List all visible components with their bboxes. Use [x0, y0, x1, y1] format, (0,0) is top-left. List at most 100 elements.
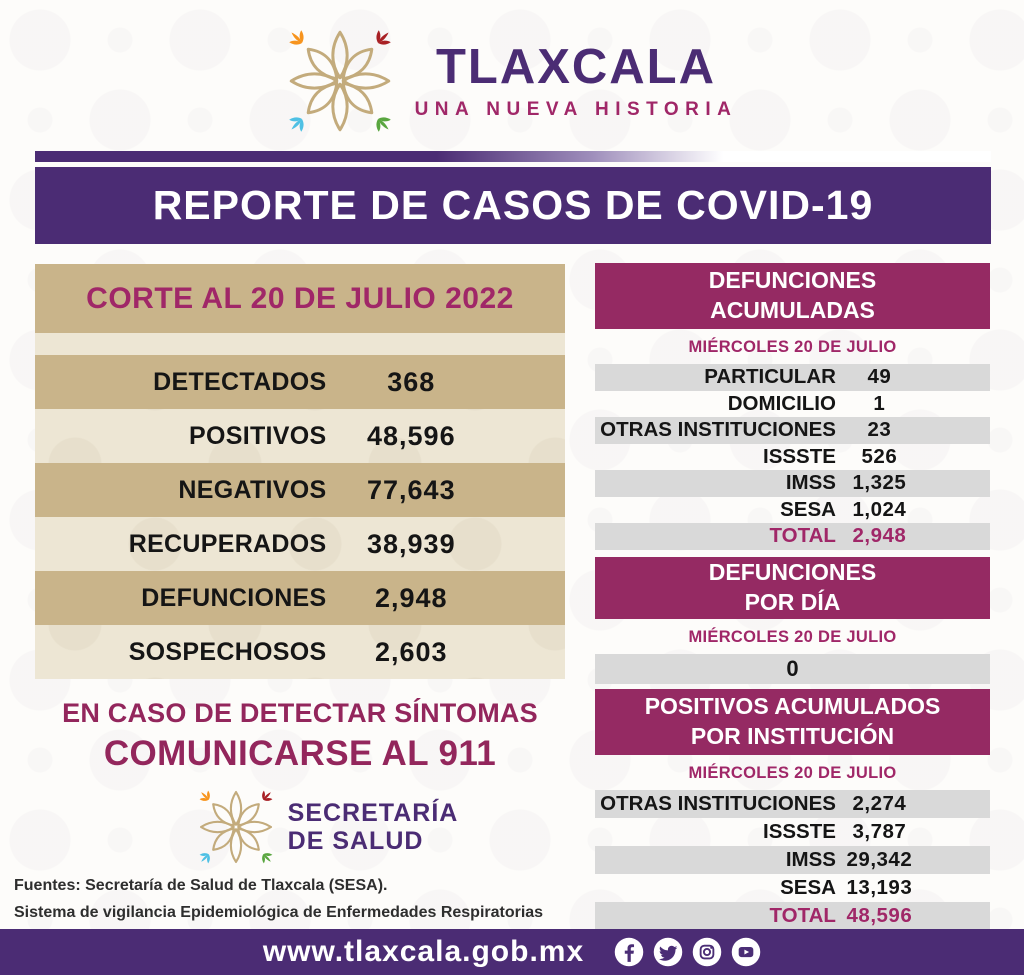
row-value: 2,948 — [852, 524, 907, 548]
health-ministry-logo: SECRETARÍA DE SALUD — [63, 787, 593, 867]
report-title-banner: REPORTE DE CASOS DE COVID-19 — [35, 167, 991, 244]
stat-value: 368 — [387, 366, 436, 397]
row-label: SESA — [780, 497, 836, 521]
stat-label: DEFUNCIONES — [141, 583, 327, 612]
table-row-issste: ISSSTE 526 — [595, 444, 990, 471]
brand-tagline: UNA NUEVA HISTORIA — [414, 99, 738, 120]
brand-name: TLAXCALA — [435, 40, 716, 94]
table-row-total: TOTAL 2,948 — [595, 523, 990, 550]
row-label: TOTAL — [769, 903, 836, 927]
footer-url-link[interactable]: www.tlaxcala.gob.mx — [262, 935, 585, 968]
social-links — [614, 937, 761, 967]
section-title-line1: DEFUNCIONES — [708, 267, 877, 294]
footer-bar: www.tlaxcala.gob.mx — [0, 929, 1024, 975]
row-label: DOMICILIO — [727, 391, 836, 415]
report-title: REPORTE DE CASOS DE COVID-19 — [152, 182, 874, 228]
row-value: 1,024 — [852, 497, 907, 521]
table-row-domicilio: DOMICILIO 1 — [595, 391, 990, 418]
stat-label: SOSPECHOSOS — [128, 637, 327, 666]
summary-stats-rows: DETECTADOS 368 POSITIVOS 48,596 NEGATIVO… — [35, 333, 565, 679]
health-ministry-line1: SECRETARÍA — [287, 799, 459, 827]
stat-label: DETECTADOS — [153, 367, 327, 396]
gradient-divider — [35, 151, 991, 162]
row-value: 23 — [867, 418, 892, 442]
row-label: PARTICULAR — [704, 365, 836, 389]
section-title-line2: POR DÍA — [744, 588, 841, 615]
row-value: 48,596 — [846, 903, 913, 927]
stat-row-positivos: POSITIVOS 48,596 — [35, 409, 565, 463]
row-value: 526 — [861, 444, 898, 468]
row-label: SESA — [780, 875, 836, 899]
section-title-line1: DEFUNCIONES — [708, 558, 877, 585]
stat-label: RECUPERADOS — [128, 529, 327, 558]
table-row-particular: PARTICULAR 49 — [595, 364, 990, 391]
stat-row-sospechosos: SOSPECHOSOS 2,603 — [35, 625, 565, 679]
row-value: 29,342 — [846, 847, 913, 871]
stat-label: NEGATIVOS — [178, 475, 327, 504]
positives-by-institution-header: POSITIVOS ACUMULADOS POR INSTITUCIÓN — [595, 688, 990, 755]
stat-value: 48,596 — [367, 420, 456, 451]
deaths-per-day-row: 0 — [595, 653, 990, 684]
table-row-sesa: SESA 1,024 — [595, 497, 990, 524]
stat-row-recuperados: RECUPERADOS 38,939 — [35, 517, 565, 571]
symptoms-notice-line2: COMUNICARSE AL 911 — [103, 734, 497, 773]
row-label: OTRAS INSTITUCIONES — [600, 418, 836, 442]
tlaxcala-flower-logo-icon — [288, 30, 391, 132]
table-row-total: TOTAL 48,596 — [595, 901, 990, 930]
row-label: ISSSTE — [763, 444, 836, 468]
stat-value: 77,643 — [367, 474, 456, 505]
positives-by-institution-table: OTRAS INSTITUCIONES 2,274 ISSSTE 3,787 I… — [595, 789, 990, 930]
deaths-accumulated-date: MIÉRCOLES 20 DE JULIO — [688, 338, 897, 356]
section-title-line1: POSITIVOS ACUMULADOS — [644, 692, 941, 719]
row-value: 2,274 — [852, 791, 907, 815]
table-row-otras-instituciones: OTRAS INSTITUCIONES 23 — [595, 417, 990, 444]
symptoms-notice: EN CASO DE DETECTAR SÍNTOMAS COMUNICARSE… — [35, 698, 565, 774]
table-row-imss: IMSS 29,342 — [595, 845, 990, 874]
summary-column: CORTE AL 20 DE JULIO 2022 DETECTADOS 368… — [35, 264, 565, 867]
table-row-sesa: SESA 13,193 — [595, 874, 990, 902]
row-value: 1 — [873, 391, 886, 415]
detail-column: DEFUNCIONES ACUMULADAS MIÉRCOLES 20 DE J… — [595, 263, 990, 930]
stat-row-negativos: NEGATIVOS 77,643 — [35, 463, 565, 517]
summary-stats-panel: CORTE AL 20 DE JULIO 2022 DETECTADOS 368… — [35, 264, 565, 679]
deaths-per-day-date: MIÉRCOLES 20 DE JULIO — [688, 627, 897, 646]
cutoff-date-header: CORTE AL 20 DE JULIO 2022 — [35, 264, 565, 333]
stat-value: 2,603 — [375, 636, 448, 667]
row-value: 49 — [867, 365, 892, 389]
health-ministry-name: SECRETARÍA DE SALUD — [288, 799, 459, 855]
cutoff-date-title: CORTE AL 20 DE JULIO 2022 — [86, 281, 514, 315]
section-title-line2: POR INSTITUCIÓN — [690, 722, 895, 749]
facebook-icon[interactable] — [614, 937, 644, 967]
stat-row-defunciones: DEFUNCIONES 2,948 — [35, 571, 565, 625]
twitter-icon[interactable] — [653, 937, 683, 967]
deaths-accumulated-header: DEFUNCIONES ACUMULADAS — [595, 263, 990, 329]
youtube-icon[interactable] — [731, 937, 761, 967]
row-value: 13,193 — [846, 875, 913, 899]
positives-by-institution-date: MIÉRCOLES 20 DE JULIO — [688, 763, 897, 782]
instagram-icon[interactable] — [692, 937, 722, 967]
row-label: OTRAS INSTITUCIONES — [600, 791, 836, 815]
stat-row-detectados: DETECTADOS 368 — [35, 355, 565, 409]
row-value: 3,787 — [852, 819, 907, 843]
table-row-imss: IMSS 1,325 — [595, 470, 990, 497]
stat-value: 2,948 — [375, 582, 448, 613]
row-value: 1,325 — [852, 471, 907, 495]
section-title-line2: ACUMULADAS — [710, 297, 875, 323]
row-label: IMSS — [785, 471, 836, 495]
salud-flower-logo-icon — [199, 790, 273, 864]
brand-header: TLAXCALA UNA NUEVA HISTORIA — [0, 22, 1024, 140]
table-row-otras-instituciones: OTRAS INSTITUCIONES 2,274 — [595, 789, 990, 818]
sources-line1: Fuentes: Secretaría de Salud de Tlaxcala… — [14, 877, 388, 894]
deaths-per-day-header: DEFUNCIONES POR DÍA — [595, 556, 990, 619]
row-label: ISSSTE — [763, 819, 836, 843]
symptoms-notice-line1: EN CASO DE DETECTAR SÍNTOMAS — [62, 698, 538, 728]
health-ministry-line2: DE SALUD — [287, 827, 424, 855]
row-label: IMSS — [785, 847, 836, 871]
brand-text: TLAXCALA UNA NUEVA HISTORIA — [414, 40, 738, 120]
stat-label: POSITIVOS — [189, 421, 327, 450]
row-label: TOTAL — [769, 524, 836, 548]
deaths-accumulated-table: PARTICULAR 49 DOMICILIO 1 OTRAS INSTITUC… — [595, 364, 990, 550]
table-row-issste: ISSSTE 3,787 — [595, 818, 990, 846]
deaths-per-day-value: 0 — [786, 655, 799, 681]
